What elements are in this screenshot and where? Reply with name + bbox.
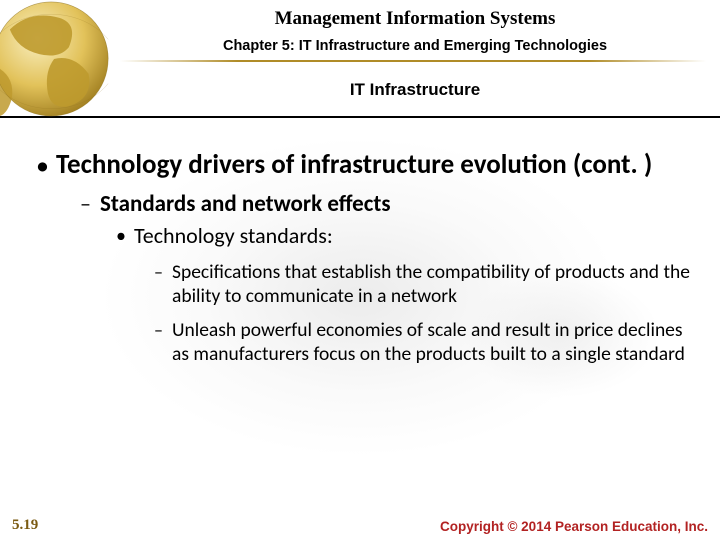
bullet-marker: – — [80, 190, 100, 218]
bullet-marker: – — [154, 260, 172, 284]
bullet-level-1: • Technology drivers of infrastructure e… — [36, 150, 690, 180]
bullet-level-3: • Technology standards: — [116, 222, 690, 250]
chapter-title: Chapter 5: IT Infrastructure and Emergin… — [120, 38, 710, 54]
globe-icon — [0, 0, 118, 118]
slide-number: 5.19 — [12, 517, 38, 534]
bullet-text: Standards and network effects — [100, 190, 391, 218]
copyright-text: Copyright © 2014 Pearson Education, Inc. — [440, 519, 708, 534]
slide: Management Information Systems Chapter 5… — [0, 0, 720, 540]
slide-footer: 5.19 Copyright © 2014 Pearson Education,… — [0, 512, 720, 540]
bullet-level-4: – Unleash powerful economies of scale an… — [154, 318, 690, 366]
bullet-marker: • — [116, 222, 134, 250]
bullet-text: Technology drivers of infrastructure evo… — [56, 150, 652, 180]
title-block: Management Information Systems Chapter 5… — [120, 8, 710, 54]
section-title: IT Infrastructure — [120, 80, 710, 100]
bullet-marker: – — [154, 318, 172, 342]
slide-header: Management Information Systems Chapter 5… — [0, 0, 720, 118]
bullet-level-4: – Specifications that establish the comp… — [154, 260, 690, 308]
title-divider — [120, 60, 706, 62]
bullet-level-2: – Standards and network effects — [80, 190, 690, 218]
bullet-text: Unleash powerful economies of scale and … — [172, 318, 690, 366]
bullet-marker: • — [36, 150, 56, 180]
slide-body: • Technology drivers of infrastructure e… — [36, 150, 690, 366]
bullet-text: Technology standards: — [134, 222, 333, 250]
main-title: Management Information Systems — [120, 8, 710, 30]
bullet-text: Specifications that establish the compat… — [172, 260, 690, 308]
